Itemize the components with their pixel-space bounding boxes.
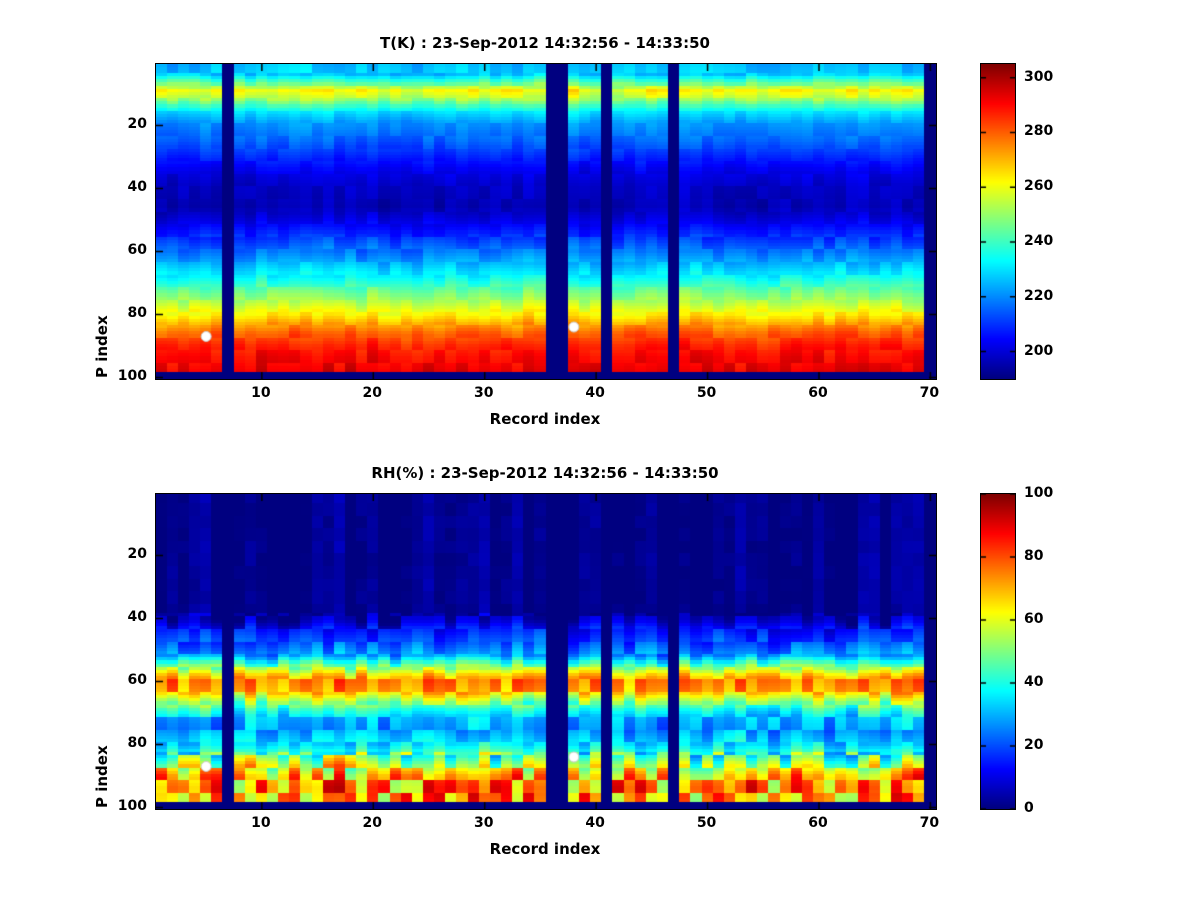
x-tick-label: 60 — [808, 385, 828, 401]
x-tick-label: 10 — [251, 815, 271, 831]
y-tick-label: 60 — [127, 242, 147, 259]
humidity-heatmap-canvas — [156, 494, 936, 809]
y-tick-label: 40 — [127, 179, 147, 196]
x-tick-label: 10 — [251, 385, 271, 401]
heatmap-axes — [155, 493, 937, 810]
colorbar-canvas — [981, 494, 1015, 809]
y-tick-label: 80 — [127, 305, 147, 322]
x-axis-tick-labels: 10 20 30 40 50 60 70 — [155, 385, 939, 403]
temperature-plot: T(K) : 23-Sep-2012 14:32:56 - 14:33:50 2… — [93, 34, 1053, 428]
colorbar-tick-labels: 200 220 240 260 280 300 — [1024, 63, 1074, 378]
colorbar-tick-label: 60 — [1024, 611, 1044, 627]
x-tick-label: 60 — [808, 815, 828, 831]
y-tick-label: 80 — [127, 735, 147, 752]
y-axis-label: P index — [93, 315, 111, 378]
y-tick-label: 20 — [127, 116, 147, 133]
x-tick-label: 40 — [585, 815, 605, 831]
y-tick-label: 60 — [127, 672, 147, 689]
x-tick-label: 50 — [696, 815, 717, 831]
x-tick-label: 70 — [919, 385, 940, 401]
y-tick-label: 100 — [117, 368, 147, 385]
colorbar-tick-label: 200 — [1024, 342, 1054, 359]
colorbar-canvas — [981, 64, 1015, 379]
heatmap-axes — [155, 63, 937, 380]
colorbar-tick-label: 300 — [1024, 68, 1054, 85]
colorbar-tick-label: 240 — [1024, 233, 1054, 250]
y-axis-tick-labels: 20 40 60 80 100 — [103, 63, 147, 384]
y-tick-label: 20 — [127, 546, 147, 563]
y-axis-label: P index — [93, 745, 111, 808]
y-tick-label: 100 — [117, 798, 147, 815]
colorbar-tick-label: 20 — [1024, 737, 1044, 753]
temperature-heatmap-canvas — [156, 64, 936, 379]
x-tick-label: 30 — [473, 385, 494, 401]
x-tick-label: 20 — [362, 815, 383, 831]
colorbar — [980, 63, 1016, 380]
y-tick-label: 40 — [127, 609, 147, 626]
colorbar-tick-label: 260 — [1024, 178, 1054, 195]
colorbar-tick-label: 100 — [1024, 485, 1054, 501]
colorbar-tick-label: 80 — [1024, 548, 1044, 564]
x-axis-tick-labels: 10 20 30 40 50 60 70 — [155, 815, 939, 833]
colorbar-tick-label: 280 — [1024, 123, 1054, 140]
humidity-plot: RH(%) : 23-Sep-2012 14:32:56 - 14:33:50 … — [93, 464, 1053, 858]
y-axis-tick-labels: 20 40 60 80 100 — [103, 493, 147, 814]
x-tick-label: 30 — [473, 815, 494, 831]
colorbar-tick-label: 0 — [1024, 800, 1034, 816]
colorbar-tick-label: 220 — [1024, 287, 1054, 304]
colorbar — [980, 493, 1016, 810]
x-axis-label: Record index — [489, 410, 601, 428]
x-tick-label: 70 — [919, 815, 940, 831]
x-tick-label: 40 — [585, 385, 605, 401]
colorbar-tick-labels: 0 20 40 60 80 100 — [1024, 485, 1074, 816]
colorbar-tick-label: 40 — [1024, 674, 1044, 690]
x-tick-label: 20 — [362, 385, 383, 401]
plot-title: RH(%) : 23-Sep-2012 14:32:56 - 14:33:50 — [371, 464, 719, 482]
x-tick-label: 50 — [696, 385, 717, 401]
plot-title: T(K) : 23-Sep-2012 14:32:56 - 14:33:50 — [380, 34, 710, 52]
x-axis-label: Record index — [489, 840, 601, 858]
